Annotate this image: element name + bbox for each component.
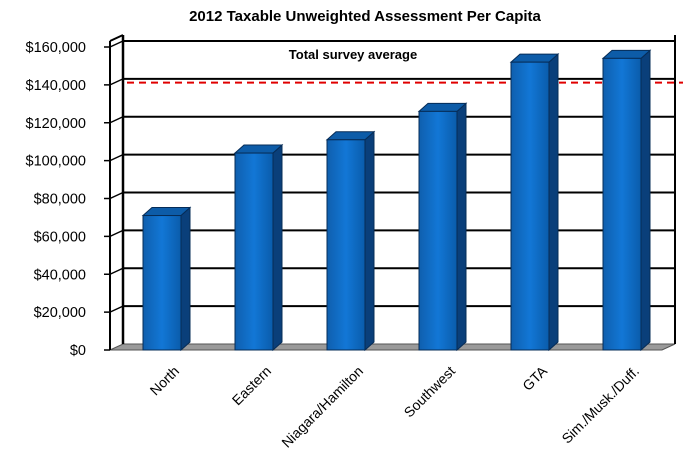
y-tick-label: $40,000 <box>34 267 86 283</box>
x-tick-label: Southwest <box>401 363 459 421</box>
x-tick-label: Eastern <box>229 363 274 408</box>
bar-top <box>233 144 284 154</box>
bar-side <box>640 49 651 352</box>
gridline-depth <box>109 153 124 162</box>
gridline-depth <box>109 305 124 313</box>
bar-side <box>364 130 375 352</box>
y-tick-label: $60,000 <box>34 229 86 245</box>
bar-front <box>602 57 642 351</box>
chart-title: 2012 Taxable Unweighted Assessment Per C… <box>189 8 541 25</box>
gridline-depth <box>109 267 124 275</box>
gridline-depth <box>109 116 124 124</box>
bar-front <box>142 215 182 351</box>
x-tick-labels: North Eastern Niagara/Hamilton Southwest GTA… <box>147 362 643 450</box>
bar-top <box>417 102 468 112</box>
gridline-depth <box>109 78 124 86</box>
x-tick-label: GTA <box>519 362 550 393</box>
y-tick-label: $120,000 <box>26 116 86 132</box>
reference-line-label: Total survey average <box>289 47 417 62</box>
gridline-depth <box>109 40 124 48</box>
floor-plane <box>109 343 676 351</box>
y-tick-label: $0 <box>70 343 86 359</box>
y-tick-label: $80,000 <box>34 192 86 208</box>
bar-top <box>325 131 376 141</box>
bar-top <box>141 207 192 217</box>
bar-top <box>509 53 560 63</box>
y-axis-top <box>109 34 124 42</box>
axes <box>104 34 676 351</box>
gridline-depth <box>109 229 124 238</box>
bar-side <box>548 53 559 352</box>
y-tick-label: $20,000 <box>34 305 86 321</box>
bar-top <box>601 49 652 59</box>
bars <box>141 49 652 352</box>
bar <box>325 130 376 352</box>
y-tick-label: $140,000 <box>26 78 86 94</box>
x-tick-label: North <box>147 363 183 399</box>
bar-side <box>456 102 467 352</box>
y-tick-label: $100,000 <box>26 154 86 170</box>
bar-side <box>180 206 191 352</box>
reference-line-group: Total survey average <box>127 47 683 84</box>
bar <box>417 102 468 352</box>
bar-front <box>326 139 366 351</box>
bar <box>509 53 560 352</box>
bar <box>601 49 652 352</box>
chart-floor <box>109 343 676 351</box>
x-tick-label: Niagara/Hamilton <box>278 363 366 451</box>
bar <box>141 206 192 352</box>
bar-front <box>510 61 550 351</box>
gridlines <box>109 40 675 313</box>
y-tick-label: $160,000 <box>26 40 86 56</box>
bar <box>233 143 284 352</box>
gridline-depth <box>109 191 124 200</box>
bar-front <box>234 152 274 351</box>
bar-front <box>418 110 458 351</box>
x-tick-label: Sim./Musk./Duff. <box>558 363 642 447</box>
y-tick-labels: $0 $20,000 $40,000 $60,000 $80,000 $100,000 $1… <box>26 40 86 359</box>
bar-side <box>272 143 283 352</box>
